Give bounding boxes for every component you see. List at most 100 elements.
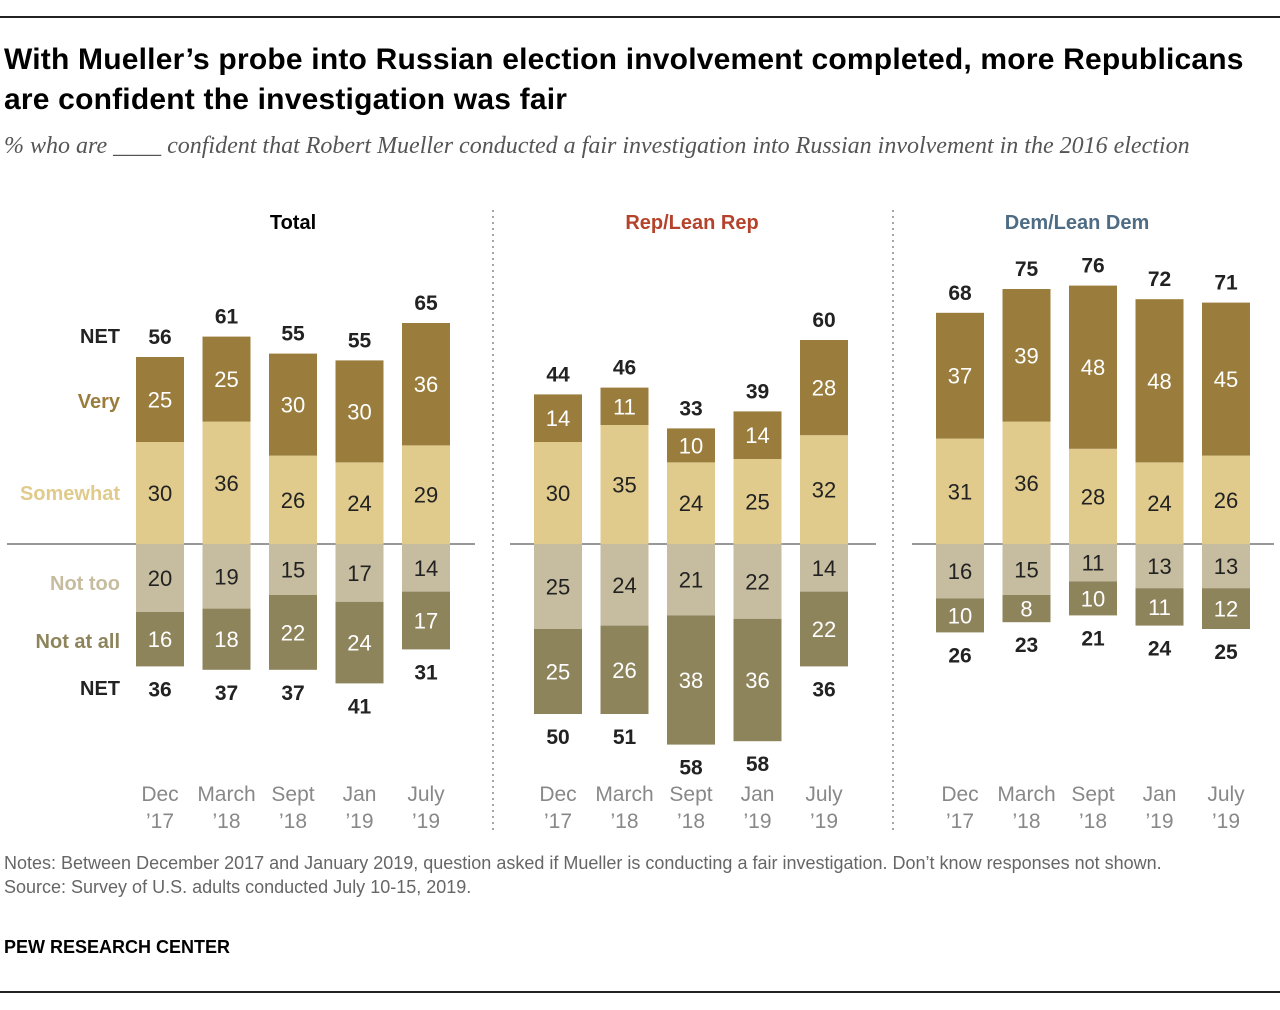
net-not-confident-label: 21 bbox=[1081, 627, 1105, 650]
bar-not-too bbox=[335, 544, 384, 602]
x-tick-label: ’18 bbox=[212, 810, 240, 833]
net-confident-label: 72 bbox=[1148, 268, 1171, 291]
bar-label-not-at-all: 8 bbox=[1020, 597, 1032, 622]
row-label-not-too: Not too bbox=[50, 573, 120, 595]
bar-label-somewhat: 31 bbox=[948, 479, 972, 504]
bar-very bbox=[202, 336, 251, 422]
bar-label-not-at-all: 25 bbox=[546, 660, 570, 685]
bar-somewhat bbox=[402, 445, 450, 544]
bar-label-very: 25 bbox=[148, 388, 172, 413]
bar-somewhat bbox=[1202, 455, 1250, 544]
bar-label-not-too: 16 bbox=[948, 559, 972, 584]
row-label-somewhat: Somewhat bbox=[20, 483, 120, 505]
bar-label-not-at-all: 22 bbox=[281, 620, 305, 645]
notes-text: Notes: Between December 2017 and January… bbox=[4, 853, 1162, 873]
source-text: Source: Survey of U.S. adults conducted … bbox=[4, 877, 472, 897]
bar-not-too bbox=[1069, 544, 1117, 582]
bar-not-too bbox=[1135, 544, 1184, 589]
chart-title: With Mueller’s probe into Russian electi… bbox=[4, 43, 1244, 116]
net-confident-label: 68 bbox=[948, 282, 972, 305]
net-not-confident-label: 37 bbox=[281, 682, 304, 705]
bar-label-very: 30 bbox=[347, 399, 371, 424]
net-confident-label: 75 bbox=[1015, 258, 1039, 281]
net-not-confident-label: 50 bbox=[546, 726, 569, 749]
net-confident-label: 46 bbox=[613, 357, 636, 380]
bar-not-too bbox=[667, 544, 715, 616]
bar-label-very: 48 bbox=[1147, 369, 1171, 394]
bar-somewhat bbox=[1135, 462, 1184, 544]
row-label-net-bottom: NET bbox=[80, 678, 120, 700]
x-tick-label: July bbox=[407, 783, 445, 806]
net-confident-label: 60 bbox=[812, 309, 835, 332]
bar-very bbox=[936, 312, 984, 439]
x-tick-label: Sept bbox=[1071, 783, 1114, 806]
x-tick-label: Dec bbox=[141, 783, 178, 806]
panel-title: Rep/Lean Rep bbox=[625, 212, 758, 234]
bar-label-not-too: 14 bbox=[414, 556, 438, 581]
bar-very bbox=[136, 357, 184, 442]
bar-somewhat bbox=[335, 462, 384, 544]
brand-name: PEW RESEARCH CENTER bbox=[4, 937, 231, 957]
net-confident-label: 71 bbox=[1214, 272, 1238, 295]
bar-label-somewhat: 36 bbox=[214, 471, 238, 496]
chart-notes: Notes: Between December 2017 and January… bbox=[4, 851, 1264, 899]
x-tick-label: ’18 bbox=[1079, 810, 1107, 833]
bar-somewhat bbox=[1002, 421, 1051, 544]
bar-somewhat bbox=[136, 442, 184, 544]
bar-not-too bbox=[733, 544, 782, 619]
row-label-not-at-all: Not at all bbox=[36, 631, 120, 653]
bar-label-somewhat: 30 bbox=[148, 481, 172, 506]
bar-somewhat bbox=[269, 455, 317, 544]
x-tick-label: Jan bbox=[741, 783, 775, 806]
bar-label-not-too: 15 bbox=[281, 558, 305, 583]
chart-subtitle: % who are ____ confident that Robert Mue… bbox=[4, 133, 1190, 159]
bar-label-not-at-all: 18 bbox=[214, 627, 238, 652]
bar-label-not-too: 13 bbox=[1147, 554, 1171, 579]
net-confident-label: 44 bbox=[546, 363, 570, 386]
bar-not-at-all bbox=[1069, 581, 1117, 616]
bar-very bbox=[1069, 285, 1117, 449]
bar-label-very: 45 bbox=[1214, 367, 1238, 392]
bar-label-not-at-all: 10 bbox=[948, 603, 972, 628]
bar-somewhat bbox=[600, 425, 649, 544]
bar-label-not-too: 13 bbox=[1214, 554, 1238, 579]
bar-label-very: 37 bbox=[948, 364, 972, 389]
bar-label-very: 25 bbox=[214, 367, 238, 392]
bar-label-not-at-all: 12 bbox=[1214, 597, 1238, 622]
x-tick-label: Dec bbox=[941, 783, 978, 806]
net-not-confident-label: 41 bbox=[348, 695, 372, 718]
bar-label-not-too: 21 bbox=[679, 568, 703, 593]
bar-very bbox=[733, 411, 782, 459]
top-rule bbox=[0, 16, 1280, 18]
bar-label-very: 11 bbox=[613, 394, 636, 419]
x-tick-label: ’17 bbox=[146, 810, 174, 833]
x-tick-label: ’19 bbox=[743, 810, 771, 833]
x-tick-label: July bbox=[805, 783, 843, 806]
bar-label-somewhat: 26 bbox=[281, 488, 305, 513]
bar-label-not-too: 19 bbox=[214, 564, 238, 589]
bar-label-somewhat: 24 bbox=[679, 491, 703, 516]
x-tick-label: March bbox=[595, 783, 653, 806]
bar-label-somewhat: 35 bbox=[612, 473, 636, 498]
bar-very bbox=[667, 428, 715, 463]
net-not-confident-label: 36 bbox=[148, 678, 171, 701]
bottom-rule bbox=[0, 991, 1280, 993]
net-not-confident-label: 31 bbox=[414, 661, 438, 684]
bar-label-not-at-all: 22 bbox=[812, 617, 836, 642]
bar-very bbox=[800, 340, 848, 436]
x-tick-label: ’19 bbox=[1145, 810, 1173, 833]
bar-label-not-at-all: 11 bbox=[1148, 595, 1171, 620]
bar-label-very: 28 bbox=[812, 376, 836, 401]
bar-label-somewhat: 36 bbox=[1014, 471, 1038, 496]
bar-not-too bbox=[936, 544, 984, 599]
net-not-confident-label: 24 bbox=[1148, 638, 1172, 661]
bar-label-somewhat: 28 bbox=[1081, 484, 1105, 509]
x-tick-label: ’17 bbox=[946, 810, 974, 833]
net-confident-label: 56 bbox=[148, 326, 171, 349]
bar-somewhat bbox=[667, 462, 715, 544]
net-not-confident-label: 26 bbox=[948, 644, 971, 667]
bar-very bbox=[1202, 302, 1250, 456]
bar-label-not-at-all: 17 bbox=[414, 609, 438, 634]
bar-somewhat bbox=[733, 459, 782, 544]
